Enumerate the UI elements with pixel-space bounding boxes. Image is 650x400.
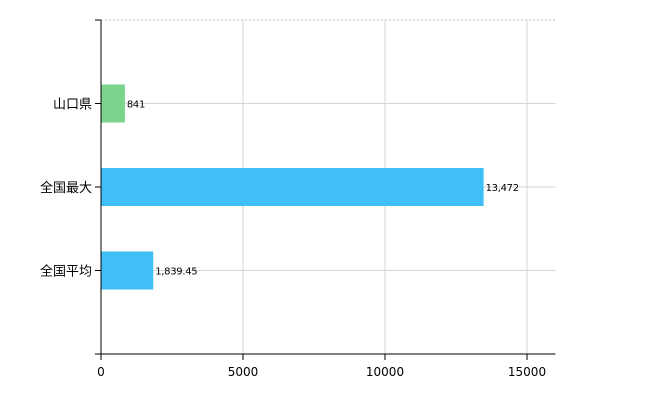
bar	[101, 251, 154, 290]
axes	[95, 19, 556, 360]
data-labels: 841 13,472 1,839.45	[127, 100, 519, 278]
x-tick-label: 15000	[508, 365, 546, 379]
category-label: 全国平均	[40, 264, 92, 280]
category-label: 全国最大	[40, 180, 92, 196]
data-label: 841	[127, 100, 145, 111]
x-tick-label: 10000	[366, 365, 404, 379]
category-label: 山口県	[53, 98, 92, 113]
bar	[101, 84, 125, 123]
bar	[101, 168, 484, 206]
data-label: 1,839.45	[155, 267, 197, 278]
x-tick-label: 5000	[228, 365, 259, 379]
x-tick-label: 0	[97, 365, 105, 379]
data-label: 13,472	[486, 183, 519, 194]
bars	[101, 84, 484, 290]
x-tick-labels: 0 5000 10000 15000	[97, 365, 546, 379]
